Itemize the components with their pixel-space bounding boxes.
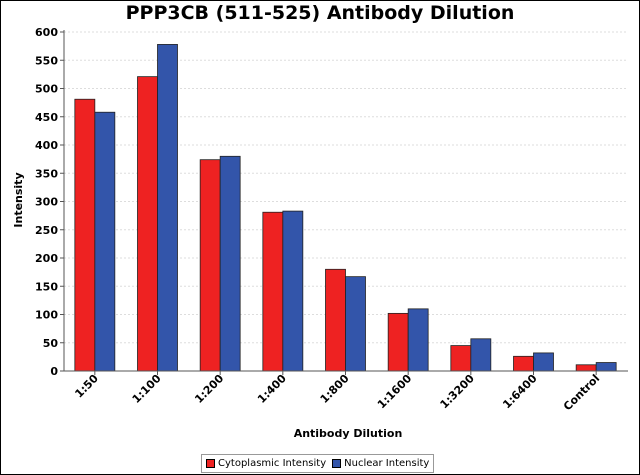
y-tick-label: 50: [43, 337, 59, 350]
x-tick-labels: 1:50 1:100 1:200 1:400 1:800 1:1600 1:3200 1:64…: [72, 372, 602, 414]
bar-nuclear: [533, 352, 554, 372]
x-tick-label: 1:800: [318, 372, 352, 406]
bar-nuclear: [345, 276, 366, 372]
x-tick-label: Control: [561, 372, 602, 413]
chart-title: PPP3CB (511-525) Antibody Dilution: [125, 2, 515, 24]
x-tick-label: 1:3200: [438, 372, 478, 412]
x-tick-label: 1:6400: [500, 372, 540, 412]
bar-cytoplasmic: [262, 211, 284, 372]
bar-nuclear: [219, 155, 241, 372]
x-tick-label: 1:400: [255, 372, 289, 406]
bar-cytoplasmic: [74, 98, 96, 372]
x-axis-label: Antibody Dilution: [294, 427, 403, 440]
bar-nuclear: [407, 308, 429, 372]
bar-cytoplasmic: [513, 355, 534, 372]
y-tick-label: 600: [35, 26, 58, 39]
bar-cytoplasmic: [450, 345, 472, 372]
y-tick-label: 450: [35, 111, 58, 124]
bar-cytoplasmic: [199, 159, 221, 372]
bar-cytoplasmic: [137, 76, 158, 372]
legend: Cytoplasmic Intensity Nuclear Intensity: [201, 454, 435, 473]
x-tick-label: 1:200: [192, 372, 226, 406]
legend-label-nuclear: Nuclear Intensity: [344, 458, 430, 469]
y-tick-label: 550: [35, 54, 58, 67]
bar-nuclear: [470, 338, 492, 372]
bar-nuclear: [94, 111, 116, 372]
y-tick-label: 400: [35, 139, 58, 152]
y-tick-label: 0: [50, 365, 58, 378]
y-tick-label: 150: [35, 280, 58, 293]
bars: [74, 44, 617, 372]
bar-cytoplasmic: [575, 364, 597, 372]
y-tick-label: 200: [35, 252, 58, 265]
y-tick-label: 350: [35, 167, 58, 180]
x-tick-label: 1:1600: [375, 372, 415, 412]
y-axis-label: Intensity: [12, 172, 25, 227]
y-tick-label: 250: [35, 224, 58, 237]
bar-nuclear: [595, 362, 617, 372]
x-tick-label: 1:50: [72, 372, 101, 401]
legend-swatch-nuclear: [332, 459, 342, 468]
legend-label-cytoplasmic: Cytoplasmic Intensity: [218, 458, 327, 469]
legend-item-nuclear: Nuclear Intensity: [332, 458, 429, 469]
y-tick-label: 100: [35, 309, 58, 322]
bar-cytoplasmic: [387, 312, 409, 372]
bar-nuclear: [157, 44, 178, 372]
bar-nuclear: [282, 210, 304, 372]
y-tick-labels: 0 50 100 150 200 250 300 350 400 450 500 550 600: [35, 26, 58, 378]
legend-item-cytoplasmic: Cytoplasmic Intensity: [206, 458, 326, 469]
y-tick-label: 500: [35, 83, 58, 96]
axes: [60, 30, 628, 375]
x-tick-label: 1:100: [130, 372, 164, 406]
legend-swatch-cytoplasmic: [206, 459, 215, 468]
y-tick-label: 300: [35, 196, 58, 209]
bar-cytoplasmic: [325, 268, 346, 372]
